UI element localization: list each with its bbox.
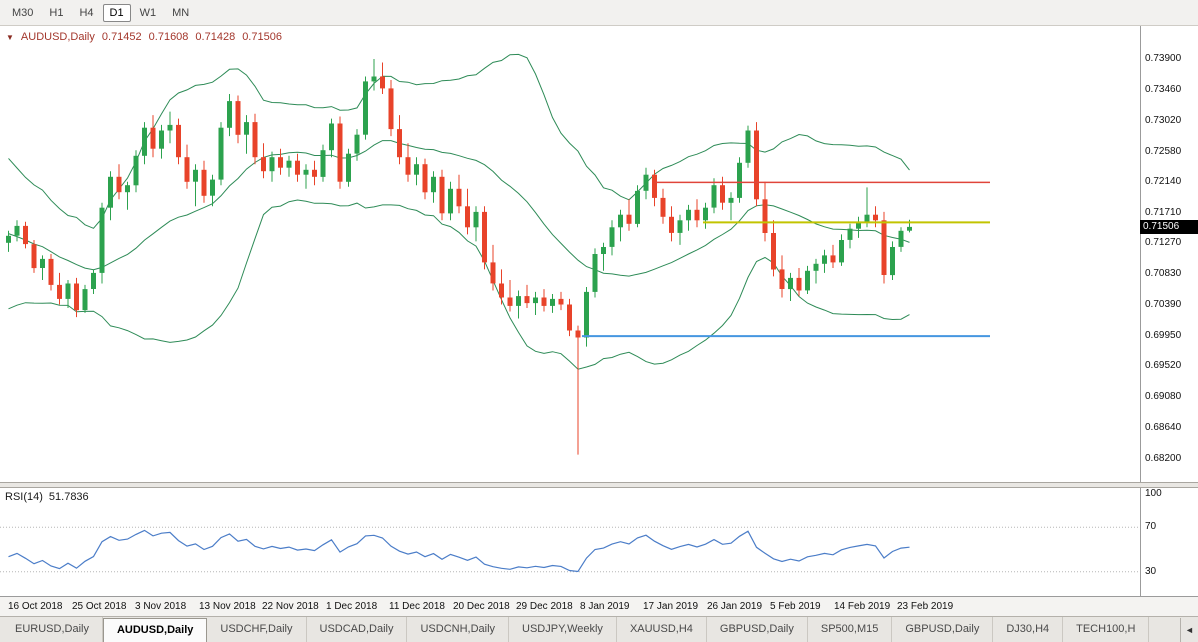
timeframe-button-d1[interactable]: D1 [102, 3, 131, 22]
chart-tab-usdjpy-weekly[interactable]: USDJPY,Weekly [509, 617, 617, 642]
chart-title: ▼ AUDUSD,Daily 0.71452 0.71608 0.71428 0… [6, 31, 282, 43]
time-axis-label: 13 Nov 2018 [199, 601, 256, 612]
rsi-level-label: 100 [1145, 488, 1162, 499]
time-axis-label: 1 Dec 2018 [326, 601, 378, 612]
price-axis-label: 0.71270 [1145, 237, 1182, 248]
timeframes-toolbar: M30 H1 H4 D1 W1 MN [0, 0, 1198, 26]
time-axis-label: 29 Dec 2018 [516, 601, 573, 612]
rsi-indicator-label: RSI(14) 51.7836 [5, 491, 89, 503]
chart-tab-usdcnh-daily[interactable]: USDCNH,Daily [407, 617, 510, 642]
chart-tab-gbpusd-daily[interactable]: GBPUSD,Daily [892, 617, 994, 642]
time-axis-label: 20 Dec 2018 [453, 601, 510, 612]
time-axis-label: 17 Jan 2019 [643, 601, 699, 612]
price-axis-label: 0.73020 [1145, 115, 1182, 126]
time-axis-label: 26 Jan 2019 [707, 601, 763, 612]
quote-high: 0.71608 [148, 31, 189, 43]
chart-tab-tech100-h[interactable]: TECH100,H [1063, 617, 1150, 642]
price-axis[interactable]: 0.73900 0.73460 0.73020 0.72580 0.72140 0.717… [1140, 26, 1198, 482]
rsi-level-label: 70 [1145, 521, 1157, 532]
time-axis-label: 22 Nov 2018 [262, 601, 319, 612]
timeframe-button-m30[interactable]: M30 [12, 6, 34, 19]
rsi-value: 51.7836 [48, 491, 89, 503]
quote-low: 0.71428 [195, 31, 236, 43]
price-axis-label: 0.69950 [1145, 330, 1182, 341]
quote-close: 0.71506 [242, 31, 282, 43]
rsi-axis: 100 70 30 [1140, 488, 1198, 596]
timeframe-button-h1[interactable]: H1 [49, 6, 64, 19]
chart-tab-usdcad-daily[interactable]: USDCAD,Daily [307, 617, 408, 642]
quote-open: 0.71452 [101, 31, 142, 43]
price-axis-label: 0.73460 [1145, 84, 1182, 95]
rsi-level-label: 30 [1145, 566, 1157, 577]
timeframe-button-mn[interactable]: MN [172, 6, 190, 19]
time-axis-label: 23 Feb 2019 [897, 601, 954, 612]
time-axis-label: 11 Dec 2018 [389, 601, 445, 612]
time-axis-label: 14 Feb 2019 [834, 601, 891, 612]
chart-tab-xauusd-h4[interactable]: XAUUSD,H4 [617, 617, 707, 642]
chart-tab-audusd-daily[interactable]: AUDUSD,Daily [102, 618, 208, 642]
rsi-name: RSI(14) [5, 491, 43, 503]
candlestick-chart[interactable] [0, 26, 1140, 487]
chart-tab-sp500-m15[interactable]: SP500,M15 [808, 617, 893, 642]
rsi-indicator-panel: RSI(14) 51.7836 100 70 30 [0, 488, 1198, 596]
price-axis-label: 0.68200 [1145, 453, 1182, 464]
tab-strip: EURUSD,Daily AUDUSD,Daily USDCHF,Daily USDC… [0, 617, 1198, 642]
price-axis-label: 0.69520 [1145, 360, 1182, 371]
panel-splitter[interactable] [0, 482, 1198, 488]
price-axis-label: 0.70390 [1145, 299, 1182, 310]
time-axis-label: 5 Feb 2019 [770, 601, 821, 612]
current-price-badge: 0.71506 [1140, 220, 1198, 234]
main-chart-panel: ▼ AUDUSD,Daily 0.71452 0.71608 0.71428 0… [0, 26, 1198, 482]
time-axis-label: 25 Oct 2018 [72, 601, 127, 612]
timeframe-button-h4[interactable]: H4 [79, 6, 94, 19]
time-axis-label: 16 Oct 2018 [8, 601, 63, 612]
time-axis-label: 8 Jan 2019 [580, 601, 630, 612]
chart-tab-eurusd-daily[interactable]: EURUSD,Daily [2, 617, 103, 642]
chart-symbol-label: AUDUSD,Daily [20, 31, 95, 43]
price-axis-label: 0.71710 [1145, 207, 1182, 218]
price-axis-label: 0.70830 [1145, 268, 1182, 279]
price-axis-label: 0.72140 [1145, 176, 1182, 187]
price-axis-label: 0.69080 [1145, 391, 1182, 402]
chart-tab-dj30-h4[interactable]: DJ30,H4 [993, 617, 1064, 642]
chart-tab-gbpusd-daily[interactable]: GBPUSD,Daily [707, 617, 808, 642]
price-axis-label: 0.73900 [1145, 53, 1182, 64]
chart-tabs-bar: EURUSD,Daily AUDUSD,Daily USDCHF,Daily USDC… [0, 616, 1198, 642]
price-axis-label: 0.68640 [1145, 422, 1182, 433]
chart-tab-usdchf-daily[interactable]: USDCHF,Daily [207, 617, 307, 642]
price-axis-label: 0.72580 [1145, 146, 1182, 157]
tabs-scroll-left-button[interactable]: ◄ [1180, 618, 1198, 642]
time-axis-label: 3 Nov 2018 [135, 601, 187, 612]
time-axis[interactable]: 16 Oct 2018 25 Oct 2018 3 Nov 2018 13 Nov 2… [0, 596, 1198, 616]
chevron-down-icon[interactable]: ▼ [6, 32, 14, 42]
rsi-chart[interactable] [0, 488, 1140, 601]
timeframe-button-w1[interactable]: W1 [139, 6, 157, 19]
